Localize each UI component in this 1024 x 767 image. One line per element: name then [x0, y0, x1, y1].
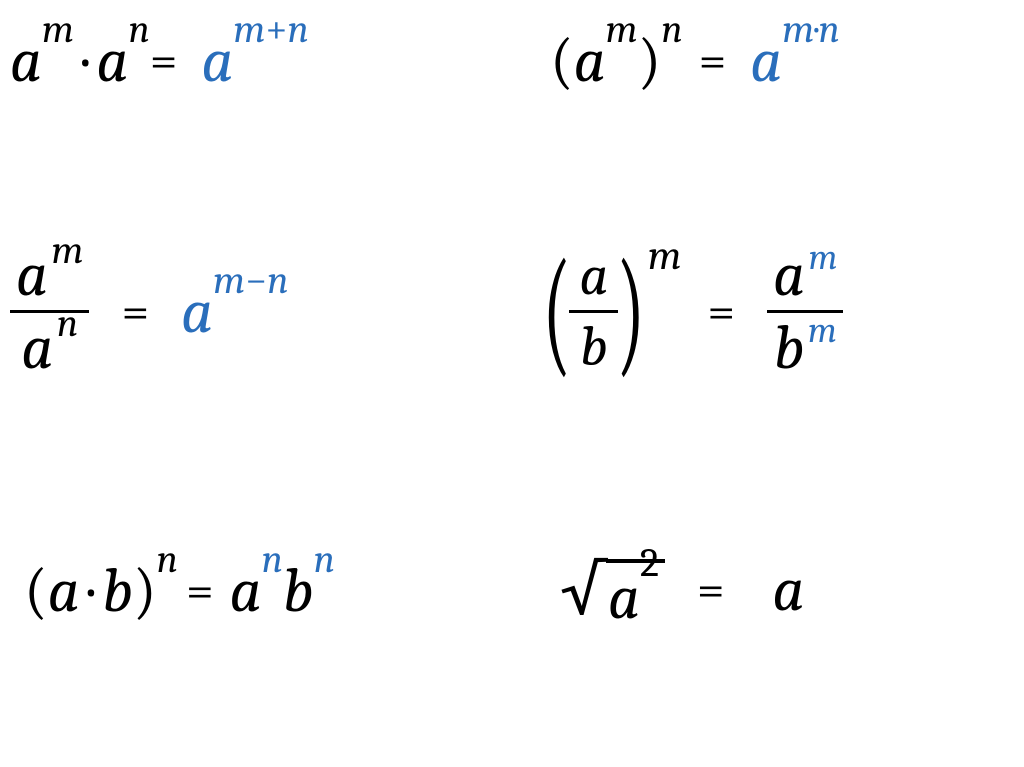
eq-fraction-power-rule: ( a b ) m = a m b m — [530, 240, 843, 383]
result-base: a — [201, 30, 233, 92]
rhs-b: b — [283, 560, 314, 622]
exp-n: n — [128, 9, 149, 49]
dot-op: · — [82, 30, 89, 92]
dot-op: · — [88, 560, 95, 622]
radical: √ a 2 — [560, 555, 665, 625]
equals-sign: = — [707, 287, 735, 337]
exp-m: m — [42, 9, 74, 49]
eq-product-power-rule: ( a · b ) n = a n b n — [24, 560, 335, 622]
exp-n: n — [661, 9, 682, 49]
base-a: a — [10, 30, 42, 92]
eq-power-rule: ( a m ) n = a m·n — [550, 30, 840, 92]
rhs-a-exp: n — [262, 539, 283, 579]
base-b: b — [102, 560, 133, 622]
frac-num: a — [569, 242, 618, 310]
radicand: a 2 — [606, 559, 665, 625]
rhs-a: a — [773, 559, 805, 621]
result-exp: m·n — [782, 9, 840, 49]
equals-sign: = — [186, 566, 214, 616]
big-rparen: ) — [616, 242, 645, 382]
lparen: ( — [24, 560, 48, 622]
exp-n: n — [157, 539, 178, 579]
rhs-den-base: b — [774, 312, 805, 384]
frac-den: b — [570, 313, 618, 381]
rhs-num-exp: m — [809, 237, 838, 278]
radical-sign: √ — [560, 555, 606, 625]
result-base: a — [750, 30, 782, 92]
lparen: ( — [550, 30, 574, 92]
outer-exp: m — [648, 231, 682, 280]
base-a: a — [574, 30, 606, 92]
result-base: a — [181, 281, 213, 343]
rparen: ) — [133, 560, 157, 622]
base-a: a — [48, 560, 80, 622]
rad-base: a — [608, 567, 640, 629]
exp-m: m — [606, 9, 638, 49]
rparen: ) — [638, 30, 662, 92]
fraction-ab: a b — [569, 242, 618, 381]
num-base: a — [16, 239, 48, 311]
equals-sign: = — [699, 36, 727, 86]
num-exp: m — [51, 227, 83, 273]
equals-sign: = — [150, 36, 178, 86]
base-a: a — [97, 30, 129, 92]
rhs-den-exp: m — [808, 310, 837, 351]
equals-sign: = — [121, 287, 149, 337]
big-lparen: ( — [542, 242, 571, 382]
den-exp: n — [57, 300, 78, 346]
exponent-rules-sheet: { "colors":{"accent":"#2a6ebb","text":"#… — [0, 0, 1024, 767]
eq-sqrt-square: √ a 2 = a — [560, 555, 804, 625]
rhs-num-base: a — [773, 239, 805, 311]
eq-quotient-rule: a m a n = a m−n — [10, 240, 289, 383]
rhs-b-exp: n — [314, 539, 335, 579]
equals-sign: = — [697, 565, 725, 615]
result-exp: m−n — [213, 260, 288, 300]
fraction: a m a n — [10, 240, 89, 383]
result-exp: m+n — [233, 9, 308, 49]
rhs-a: a — [230, 560, 262, 622]
rhs-fraction: a m b m — [767, 240, 843, 383]
rad-exp: 2 — [640, 543, 659, 583]
den-base: a — [21, 312, 53, 384]
eq-product-rule: a m · a n = a m+n — [10, 30, 309, 92]
